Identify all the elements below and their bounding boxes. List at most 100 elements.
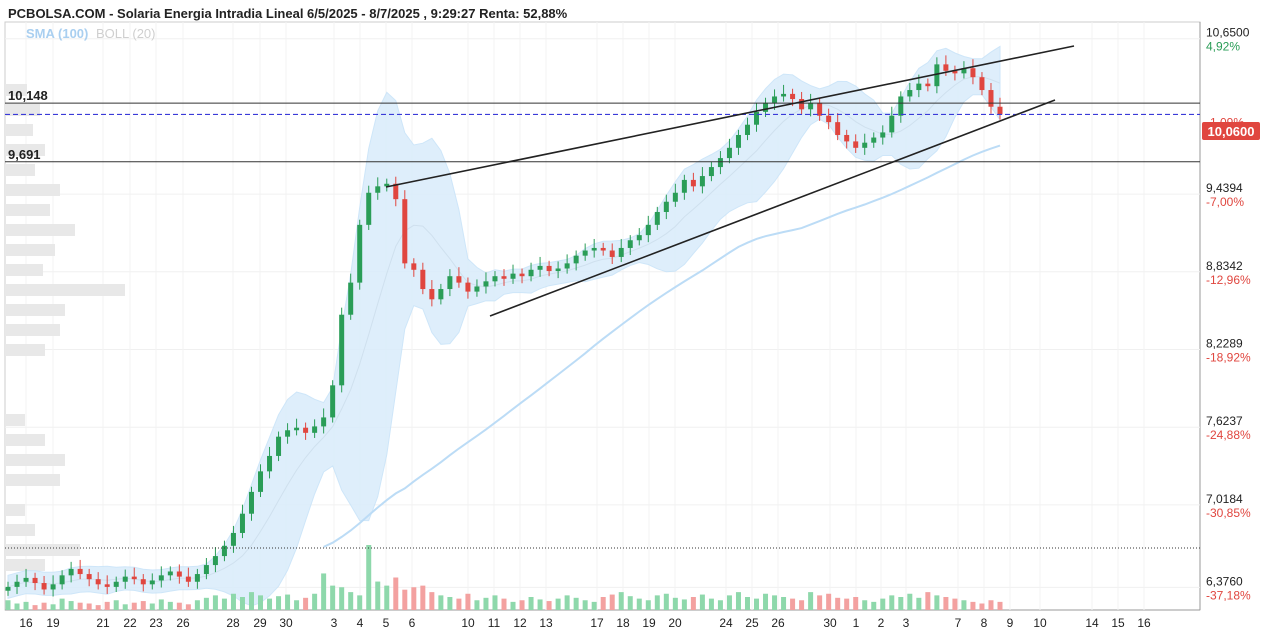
volume-bar [790, 598, 796, 610]
volume-profile-bar [5, 304, 65, 316]
date-tick-label: 16 [19, 616, 33, 630]
sma-line [323, 144, 1001, 548]
candle-body [312, 426, 318, 433]
candle-body [853, 141, 859, 148]
volume-bar [239, 597, 245, 610]
sma-indicator-label[interactable]: SMA (100) [26, 26, 88, 41]
candle-body [167, 571, 173, 576]
candle-body [393, 183, 399, 200]
date-tick-label: 10 [1033, 616, 1047, 630]
volume-bar [636, 598, 642, 610]
date-tick-label: 29 [253, 616, 267, 630]
chart-title: PCBOLSA.COM - Solaria Energia Intradia L… [8, 6, 568, 21]
candle-body [402, 199, 408, 264]
date-tick-label: 28 [226, 616, 240, 630]
candle-body [582, 250, 588, 256]
volume-profile-bar [5, 204, 50, 216]
candle-body [808, 102, 814, 110]
candle-body [862, 142, 868, 148]
volume-profile-bar [5, 184, 60, 196]
volume-bar [708, 598, 714, 610]
volume-bar [609, 594, 615, 610]
volume-bar [149, 603, 155, 610]
volume-bar [411, 587, 417, 610]
date-tick-label: 17 [590, 616, 604, 630]
date-tick-label: 25 [745, 616, 759, 630]
candle-body [258, 471, 264, 492]
volume-bar [943, 597, 949, 610]
volume-profile-bar [5, 414, 25, 426]
volume-profile-bar [5, 474, 60, 486]
volume-bar [267, 598, 273, 610]
candle-body [844, 134, 850, 142]
volume-bar [627, 596, 633, 610]
date-tick-label: 26 [771, 616, 785, 630]
volume-bar [546, 601, 552, 610]
volume-bar [167, 601, 173, 610]
candle-body [726, 147, 732, 159]
volume-profile-bar [5, 324, 60, 336]
volume-bar [961, 600, 967, 610]
date-tick-label: 6 [409, 616, 416, 630]
volume-profile-bar [5, 144, 45, 156]
candle-body [59, 575, 65, 585]
volume-bar [735, 592, 741, 610]
volume-bar [573, 597, 579, 610]
candle-body [970, 68, 976, 78]
volume-profile-bar [5, 544, 80, 556]
candle-body [14, 581, 20, 587]
date-tick-label: 4 [357, 616, 364, 630]
date-tick-label: 8 [981, 616, 988, 630]
candle-body [149, 580, 155, 585]
volume-bar [519, 600, 525, 610]
current-price-badge: 10,0600 [1202, 122, 1260, 140]
candle-body [645, 224, 651, 236]
date-tick-label: 19 [642, 616, 656, 630]
volume-bar [501, 598, 507, 610]
volume-bar [817, 595, 823, 610]
volume-bar [77, 602, 83, 610]
candle-body [456, 276, 462, 283]
volume-bar [14, 603, 20, 610]
candle-body [230, 532, 236, 546]
upper-trendline[interactable] [385, 45, 1075, 188]
candle-body [681, 179, 687, 193]
volume-bar [979, 603, 985, 610]
date-tick-label: 23 [149, 616, 163, 630]
volume-bar [835, 597, 841, 610]
volume-bar [402, 589, 408, 610]
volume-bar [50, 604, 56, 610]
candle-body [573, 255, 579, 264]
price-tick-label: 10,6500 [1206, 26, 1250, 40]
date-tick-label: 1 [853, 616, 860, 630]
volume-bar [898, 597, 904, 610]
candle-body [871, 137, 877, 143]
candlesticks [5, 55, 1003, 597]
volume-bar [699, 594, 705, 610]
volume-bar [357, 595, 363, 610]
lower-trendline[interactable] [489, 99, 1056, 317]
volume-bar [438, 595, 444, 610]
volume-bar [348, 592, 354, 610]
date-tick-label: 7 [955, 616, 962, 630]
date-tick-label: 22 [123, 616, 137, 630]
candle-body [690, 179, 696, 187]
candle-body [194, 574, 200, 582]
volume-bar [185, 604, 191, 610]
volume-bar [988, 600, 994, 610]
volume-profile [5, 84, 125, 571]
candle-body [104, 584, 110, 587]
volume-profile-bar [5, 559, 45, 571]
candle-body [772, 96, 778, 103]
volume-bar [826, 593, 832, 610]
candle-body [492, 276, 498, 282]
volume-bar [654, 595, 660, 610]
volume-profile-bar [5, 84, 27, 96]
level-label: 10,148 [8, 88, 48, 103]
boll-indicator-label[interactable]: BOLL (20) [96, 26, 156, 41]
volume-bar [528, 597, 534, 610]
volume-bar [916, 597, 922, 610]
candle-body [420, 269, 426, 290]
candle-body [447, 276, 453, 290]
